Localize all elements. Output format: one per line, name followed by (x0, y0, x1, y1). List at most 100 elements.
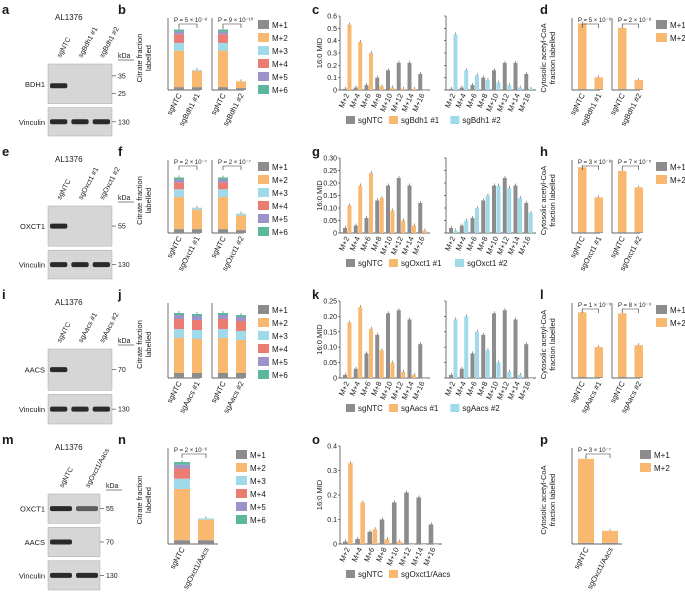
panel-letter: m (2, 432, 14, 447)
bar-segment (602, 542, 618, 544)
bar-segment (218, 31, 228, 35)
y-axis-label-line: labelled (144, 45, 153, 71)
data-bar (470, 85, 475, 90)
y-axis-label-line: fraction labelled (548, 474, 557, 527)
legend-swatch (389, 116, 398, 124)
bar-segment (578, 23, 587, 90)
data-bar (364, 218, 369, 233)
panel-letter: k (312, 287, 320, 302)
protein-band (71, 406, 89, 412)
y-axis-label-line: fraction labelled (548, 174, 557, 227)
legend-label: M+1 (272, 163, 288, 172)
data-bar (355, 539, 360, 544)
p-value: P = 2 × 10⁻⁷ (174, 159, 207, 166)
data-bar (396, 178, 401, 233)
legend-label: M+5 (272, 215, 288, 224)
bar-segment (218, 179, 228, 183)
legend-swatch (258, 175, 269, 184)
legend-swatch (450, 116, 460, 124)
data-bar (386, 313, 390, 378)
y-tick-label: 0.2 (327, 63, 337, 70)
legend-label: M+2 (670, 34, 685, 43)
data-bar (407, 185, 412, 233)
legend-swatch (450, 404, 460, 412)
bar-segment (634, 80, 643, 90)
bar-segment (174, 229, 184, 233)
p-value: P = 5 × 10⁻⁸ (174, 17, 208, 24)
bar-segment (218, 182, 228, 190)
data-bar (492, 185, 496, 233)
significance-bracket (581, 23, 599, 28)
significance-bracket (222, 165, 242, 170)
legend-label: sgBdh1 #1 (401, 116, 440, 125)
x-tick-label: sgNTC (165, 379, 184, 404)
data-bar (396, 62, 401, 90)
y-axis-label-line: fraction labelled (548, 318, 557, 371)
protein-label: BDH1 (25, 80, 45, 89)
bar-segment (174, 182, 184, 190)
legend-label: M+2 (670, 176, 685, 185)
legend-swatch (258, 357, 269, 366)
legend-label: M+1 (272, 306, 288, 315)
bar-segment (236, 373, 246, 378)
bar-segment (192, 209, 202, 230)
bar-segment (218, 373, 228, 378)
kda-marker: 130 (106, 573, 118, 580)
legend-label: sgAacs #1 (401, 404, 439, 413)
y-tick-label: 0.25 (323, 299, 337, 306)
legend-label: M+1 (670, 163, 685, 172)
data-bar (401, 371, 406, 378)
protein-band (50, 223, 68, 229)
data-bar (453, 34, 458, 90)
x-tick-label: sgNTC (165, 234, 184, 259)
y-tick-label: 0.05 (323, 360, 337, 367)
data-bar (343, 88, 347, 90)
data-bar (407, 62, 412, 90)
bar-segment (174, 329, 184, 338)
data-bar (513, 185, 518, 233)
bar-segment (192, 314, 202, 316)
panel-letter: g (312, 144, 320, 159)
data-bar (496, 185, 501, 233)
lane-label: sgNTC (56, 321, 72, 344)
legend-label: M+3 (272, 47, 288, 56)
data-bar (390, 210, 395, 233)
lane-label: sgAacs #1 (78, 312, 100, 344)
legend-label: M+1 (670, 306, 685, 315)
data-bar (459, 87, 464, 90)
y-tick-label: 0.3 (327, 51, 337, 58)
legend-label: M+3 (250, 477, 266, 486)
legend-label: M+1 (272, 21, 288, 30)
y-axis-label-line: Cytosolic acetyl-CoA (539, 310, 548, 379)
legend-swatch (258, 33, 269, 42)
legend-swatch (656, 318, 667, 327)
bar-segment (236, 317, 246, 321)
y-tick-label: 0.20 (323, 181, 337, 188)
bar-segment (218, 29, 228, 32)
x-tick-label: M+6 (362, 546, 376, 563)
bar-segment (594, 77, 603, 90)
data-bar (418, 344, 423, 378)
data-bar (464, 220, 469, 233)
legend-swatch (258, 214, 269, 223)
data-bar (453, 230, 458, 233)
data-bar (379, 350, 384, 378)
data-bar (390, 362, 395, 378)
y-tick-label: 0.4 (327, 444, 337, 451)
data-bar (449, 88, 453, 90)
legend-label: M+1 (670, 21, 685, 30)
data-bar (464, 70, 469, 90)
legend-label: M+2 (654, 464, 670, 473)
bar-segment (174, 319, 184, 329)
y-axis-label-line: Cytosolic acetyl-CoA (539, 465, 548, 534)
data-bar (492, 70, 496, 90)
legend-swatch (258, 85, 269, 94)
data-bar (367, 531, 373, 544)
legend-swatch (455, 259, 464, 267)
legend-label: M+2 (670, 319, 685, 328)
data-bar (502, 178, 507, 233)
data-bar (449, 374, 453, 378)
